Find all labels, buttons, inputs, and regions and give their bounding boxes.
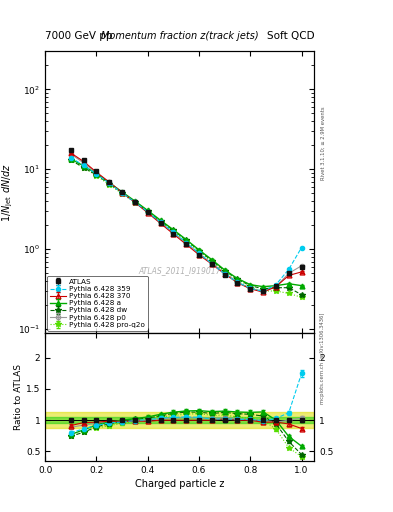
Legend: ATLAS, Pythia 6.428 359, Pythia 6.428 370, Pythia 6.428 a, Pythia 6.428 dw, Pyth: ATLAS, Pythia 6.428 359, Pythia 6.428 37… [48,276,148,331]
Text: Rivet 3.1.10; ≥ 2.9M events: Rivet 3.1.10; ≥ 2.9M events [320,106,325,180]
Y-axis label: $1/N_{\rm jet}\ dN/dz$: $1/N_{\rm jet}\ dN/dz$ [1,162,15,222]
X-axis label: Charged particle z: Charged particle z [135,479,224,489]
Text: Soft QCD: Soft QCD [267,31,314,41]
Text: ATLAS_2011_I919017: ATLAS_2011_I919017 [139,266,221,275]
Text: mcplots.cern.ch [arXiv:1306.3436]: mcplots.cern.ch [arXiv:1306.3436] [320,313,325,404]
Text: Momentum fraction z(track jets): Momentum fraction z(track jets) [101,31,259,41]
Y-axis label: Ratio to ATLAS: Ratio to ATLAS [14,364,23,430]
Text: 7000 GeV pp: 7000 GeV pp [45,31,113,41]
